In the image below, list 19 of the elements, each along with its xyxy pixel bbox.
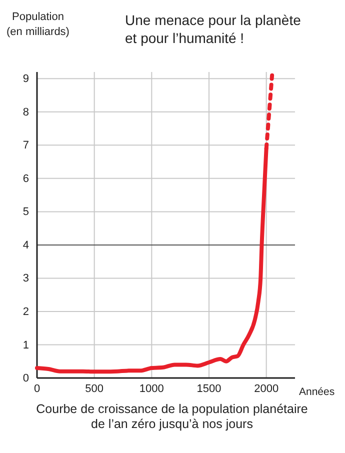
y-tick-label: 6 [22, 172, 29, 185]
chart-title: Une menace pour la planète et pour l’humanité ! [125, 12, 302, 46]
x-axis-title: Années [299, 386, 335, 398]
y-tick-label: 9 [22, 73, 29, 86]
x-tick-label: 500 [85, 382, 104, 395]
x-tick-label: 0 [34, 382, 40, 395]
y-tick-label: 3 [22, 272, 29, 285]
x-tick-label: 1500 [196, 382, 222, 395]
y-tick-label: 2 [22, 306, 29, 318]
y-axis-title: Population (en milliards) [6, 11, 70, 38]
y-tick-label: 0 [22, 372, 29, 385]
y-tick-label: 8 [22, 106, 29, 118]
text: Courbe de croissance de la population planétaire de l’an zéro jusqu’à nos jours [36, 402, 308, 431]
y-tick-label: 7 [22, 140, 29, 152]
y-tick-label: 1 [22, 339, 29, 352]
x-tick-label: 1000 [139, 382, 164, 395]
y-tick-label: 5 [22, 206, 29, 218]
y-tick-label: 4 [22, 239, 29, 252]
x-tick-label: 2000 [254, 382, 279, 395]
